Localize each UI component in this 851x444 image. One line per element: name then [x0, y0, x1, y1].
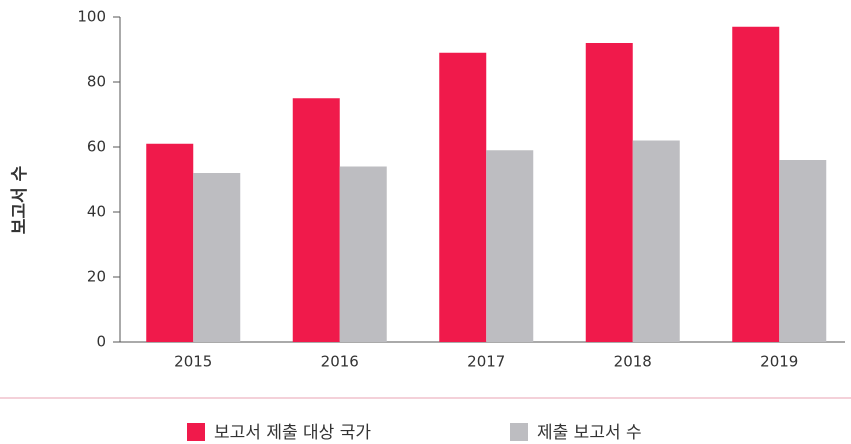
- bar: [732, 26, 780, 342]
- x-tick-label: 2017: [467, 353, 505, 371]
- y-tick-label: 20: [87, 268, 106, 286]
- bar: [292, 98, 340, 342]
- legend-swatch: [510, 423, 528, 441]
- legend-label: 보고서 제출 대상 국가: [214, 423, 371, 443]
- y-tick-label: 60: [87, 138, 106, 156]
- y-tick-label: 40: [87, 203, 106, 221]
- bar: [439, 52, 487, 342]
- bar: [632, 140, 680, 342]
- legend-label: 제출 보고서 수: [537, 423, 642, 443]
- bar: [339, 166, 387, 342]
- bar: [486, 150, 534, 342]
- y-tick-label: 100: [77, 8, 106, 26]
- x-tick-label: 2019: [760, 353, 798, 371]
- y-tick-label: 80: [87, 73, 106, 91]
- bar: [193, 173, 241, 342]
- x-tick-label: 2016: [321, 353, 359, 371]
- y-axis-label: 보고서 수: [10, 165, 30, 234]
- x-tick-label: 2018: [614, 353, 652, 371]
- y-tick-label: 0: [96, 333, 106, 351]
- bar: [146, 143, 194, 342]
- legend-swatch: [187, 423, 205, 441]
- bar: [779, 160, 827, 342]
- bar: [585, 43, 633, 342]
- x-tick-label: 2015: [174, 353, 212, 371]
